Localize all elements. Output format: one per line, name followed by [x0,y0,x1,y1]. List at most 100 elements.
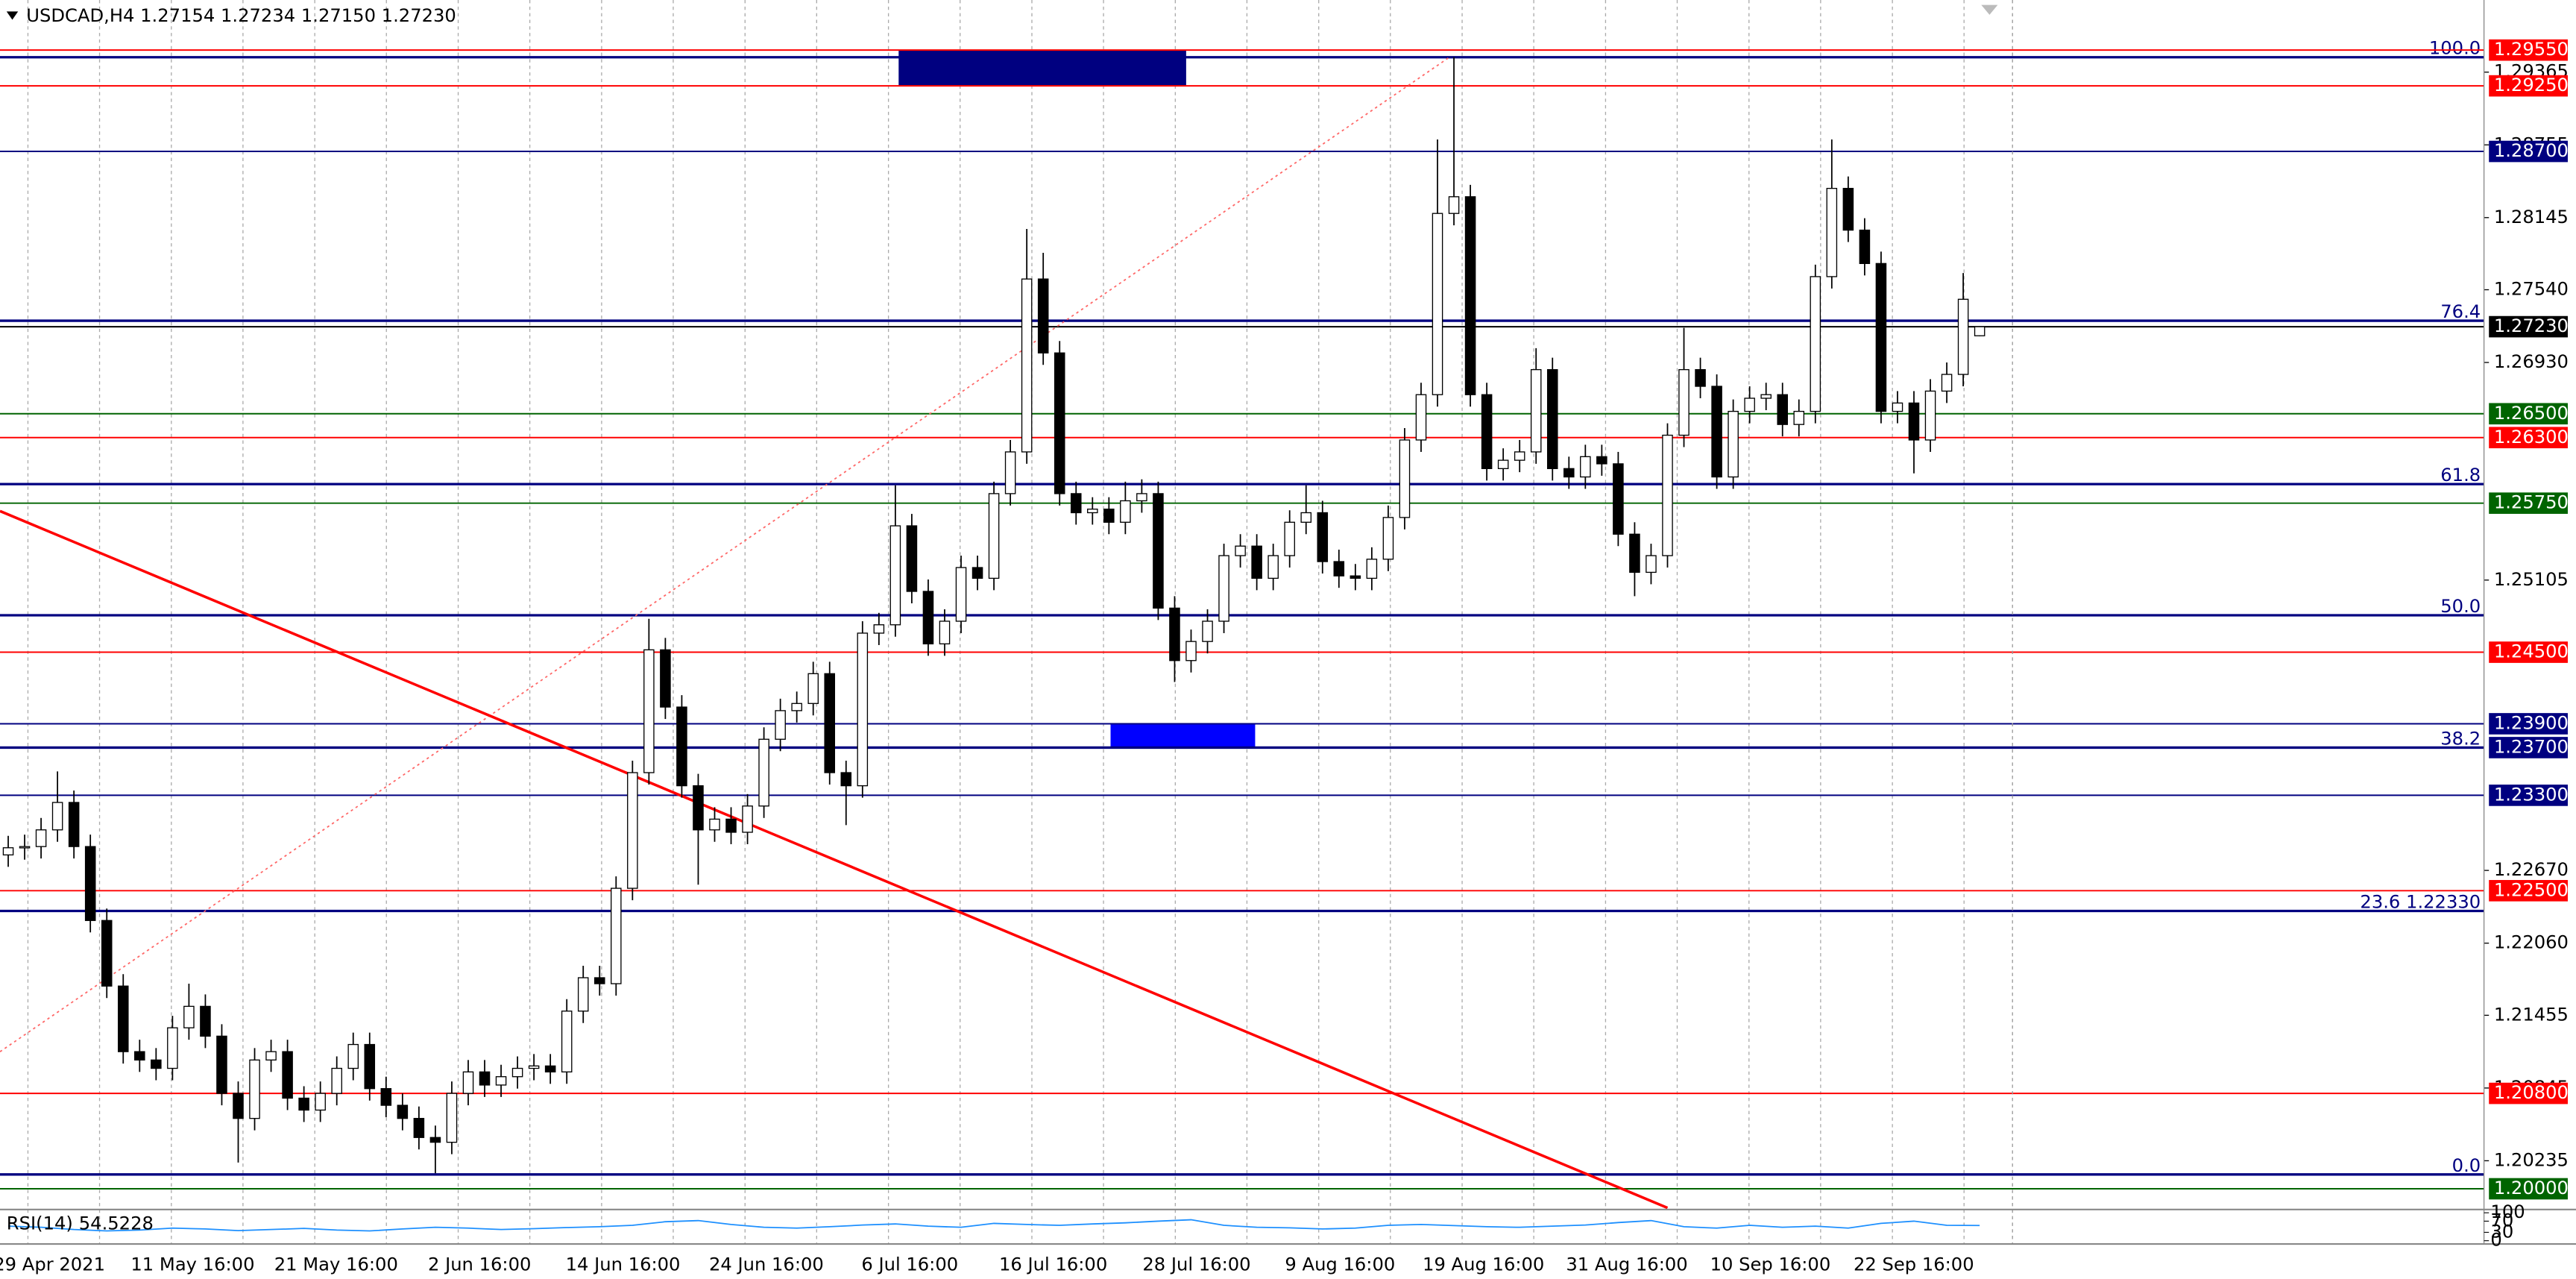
candle-body [347,1043,359,1069]
candle-body [1629,533,1640,573]
x-tick-label: 24 Jun 16:00 [709,1254,824,1275]
level-tag [2489,641,2568,663]
level-label: 1.28700 [2494,140,2569,161]
candle-body [200,1005,211,1037]
level-tag [2489,713,2568,735]
candle-body [183,1005,195,1028]
candle-body [1924,390,1936,441]
candle-body [922,591,934,645]
candle-body [807,673,819,704]
level-label: 1.29250 [2494,75,2569,95]
x-tick-label: 10 Sep 16:00 [1710,1254,1831,1275]
level-label: 1.25750 [2494,492,2569,513]
fib-label: 38.2 [2440,728,2481,749]
candle-body [660,649,671,708]
candle-body [1004,451,1016,494]
menu-triangle [6,11,19,20]
level-label: 1.24500 [2494,641,2569,662]
candle-body [1546,368,1558,469]
x-tick-label: 16 Jul 16:00 [999,1254,1107,1275]
candle-body [709,818,720,831]
level-tag [2489,492,2568,515]
candle-body [1711,386,1722,478]
chart-header: USDCAD,H4 1.27154 1.27234 1.27150 1.2723… [26,5,456,26]
candle-body [857,632,869,787]
candle-body [249,1059,260,1119]
candle-body [364,1043,376,1090]
zone [898,50,1186,87]
candle-body [151,1059,162,1069]
y-tick-label: 1.21455 [2494,1004,2569,1025]
candle-body [233,1093,244,1119]
level-tag [2489,140,2568,163]
level-label: 1.26300 [2494,427,2569,447]
fib-label: 23.6 1.22330 [2360,891,2481,912]
candle-body [1859,229,1871,264]
rsi-tick-label: 70 [2490,1210,2513,1231]
candle-body [19,846,31,849]
candle-body [1415,394,1427,441]
y-tick-label: 1.20235 [2494,1149,2569,1170]
candle-body [68,802,80,847]
x-tick-label: 29 Apr 2021 [0,1254,105,1275]
candle-body [1514,451,1525,461]
candle-body [1202,620,1213,642]
levels: 100.0 76.4 61.8 50.0 38.2 23.6 1.22330 0.0 [0,38,2484,1190]
candle-body [84,846,96,921]
level-label: 1.23900 [2494,712,2569,733]
candle-body [1695,368,1706,387]
candle-body [1300,512,1312,523]
candle-body [1399,439,1411,518]
candle-body [1646,555,1657,573]
y-tick-label: 1.22670 [2494,859,2569,880]
candle-body [1136,493,1147,502]
rsi-line [7,1219,1980,1232]
candle-body [1333,561,1345,576]
candle-body [1530,368,1542,453]
candle-body [824,673,836,773]
candle-body [495,1076,507,1086]
fib-label: 0.0 [2452,1155,2481,1176]
candle-body [298,1097,309,1111]
candle-body [1153,493,1164,609]
candle-body [1810,276,1821,412]
rsi-tick-label: 0 [2490,1230,2501,1251]
grid: 29 Apr 2021 11 May 16:00 21 May 16:00 2 Jun… [0,0,1974,1275]
candle-body [1662,434,1673,556]
candle-body [1448,196,1460,214]
x-tick-label: 9 Aug 16:00 [1285,1254,1395,1275]
fib-label: 61.8 [2440,465,2481,485]
level-tag [2489,315,2568,338]
level-tag [2489,785,2568,806]
candle-body [1497,459,1509,469]
fib-label: 76.4 [2440,301,2481,322]
y-tick-label: 1.28145 [2494,207,2569,227]
candle-body [216,1035,227,1094]
x-tick-label: 2 Jun 16:00 [428,1254,531,1275]
candle-body [643,649,655,773]
x-tick-label: 21 May 16:00 [274,1254,398,1275]
candle-body [1267,555,1279,579]
candle-body [676,706,687,787]
rsi-tick-label: 30 [2490,1221,2513,1242]
level-label: 1.20800 [2494,1082,2569,1103]
candle-body [791,703,802,711]
candle-body [775,710,786,740]
level-label: 1.20000 [2494,1178,2569,1198]
candle-body [1054,352,1065,494]
candle-body [1892,402,1903,412]
candle-body [1350,575,1361,579]
candle-body [906,525,918,592]
candle-body [1218,555,1229,622]
candle-body [939,620,951,645]
candle-body [577,977,589,1012]
candle-body [511,1067,523,1078]
candle-body [1317,512,1329,562]
candle-body [1957,298,1969,375]
x-tick-label: 14 Jun 16:00 [566,1254,681,1275]
candle-body [1842,187,1854,231]
shift-marker [1981,4,1998,15]
level-tag [2489,39,2568,61]
candle-body [167,1027,178,1069]
